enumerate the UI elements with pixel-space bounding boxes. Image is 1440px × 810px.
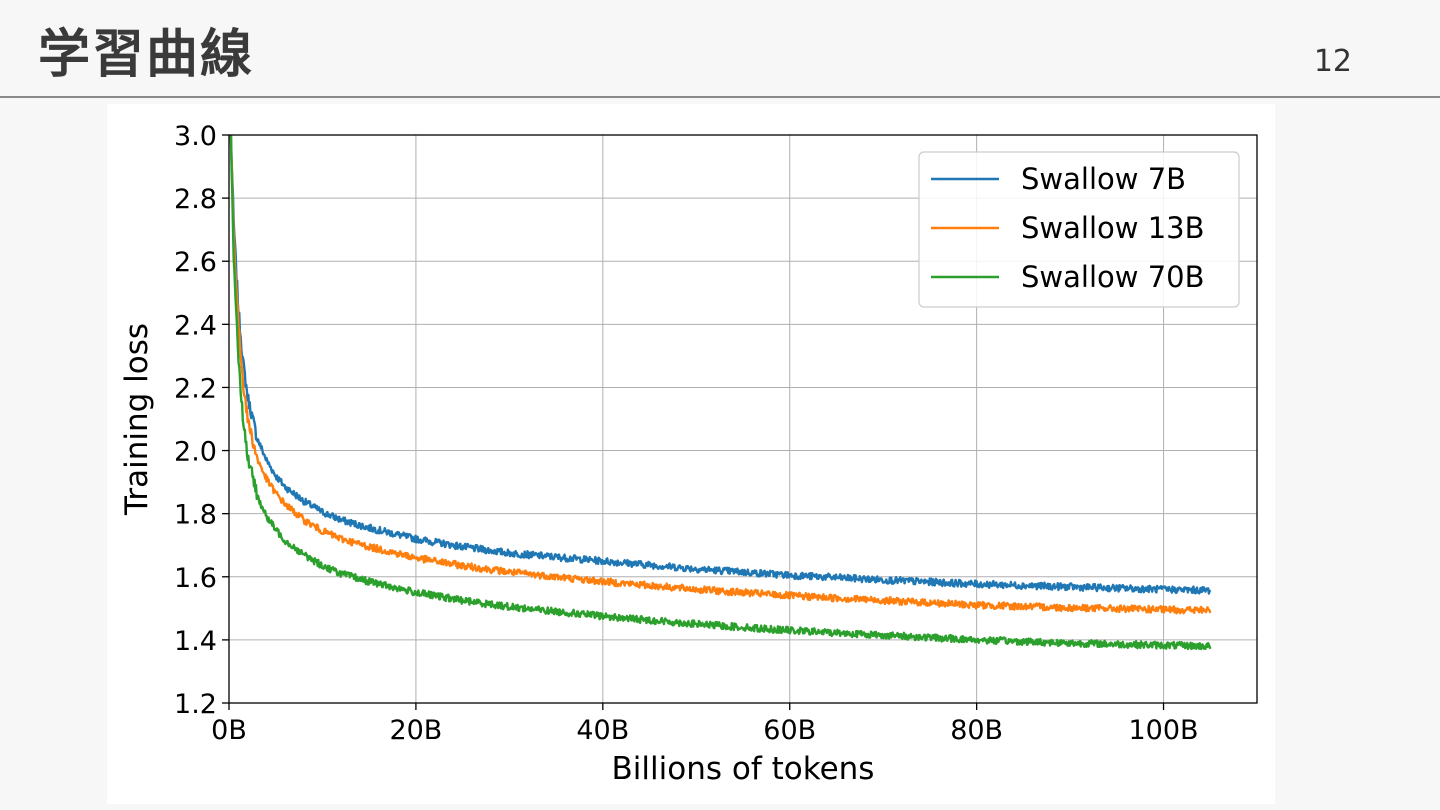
legend-label: Swallow 70B bbox=[1021, 260, 1205, 294]
plot-frame bbox=[228, 134, 1258, 704]
series-line-swallow-70b bbox=[229, 135, 1212, 651]
x-tick-label: 0B bbox=[211, 715, 247, 746]
series-line-swallow-7b bbox=[229, 135, 1212, 595]
chart-panel: 0B 20B 40B 60B 80B 100B 1.2 1.4 1.6 1.8 2.0 2.2 2.4 2… bbox=[107, 104, 1275, 804]
y-tick-label: 1.8 bbox=[174, 500, 217, 531]
series-lines bbox=[229, 135, 1212, 651]
x-tick-label: 100B bbox=[1129, 715, 1199, 746]
y-tick-label: 2.8 bbox=[174, 184, 217, 215]
x-tick-label: 80B bbox=[950, 715, 1003, 746]
slide-header: 学習曲線 12 bbox=[0, 0, 1440, 98]
y-tick-label: 1.4 bbox=[174, 626, 217, 657]
chart-legend: Swallow 7B Swallow 13B Swallow 70B bbox=[918, 151, 1240, 308]
x-axis-label: Billions of tokens bbox=[612, 751, 875, 787]
y-tick-label: 2.0 bbox=[174, 437, 217, 468]
training-loss-chart: 0B 20B 40B 60B 80B 100B 1.2 1.4 1.6 1.8 2.0 2.2 2.4 2… bbox=[119, 121, 1258, 787]
y-tick-label: 1.2 bbox=[174, 689, 217, 720]
y-tick-label: 2.4 bbox=[174, 310, 217, 341]
y-tick-label: 3.0 bbox=[174, 121, 217, 152]
x-tick-label: 40B bbox=[576, 715, 629, 746]
x-tick-label: 60B bbox=[763, 715, 816, 746]
y-tick-label: 2.6 bbox=[174, 247, 217, 278]
legend-box bbox=[918, 151, 1240, 308]
legend-label: Swallow 13B bbox=[1021, 211, 1205, 245]
y-axis-label: Training loss bbox=[119, 323, 155, 516]
slide-title: 学習曲線 bbox=[38, 25, 255, 85]
x-tick-label: 20B bbox=[389, 715, 442, 746]
page-number: 12 bbox=[1313, 44, 1352, 79]
legend-items: Swallow 7B Swallow 13B Swallow 70B bbox=[931, 162, 1205, 294]
y-tick-label: 1.6 bbox=[174, 563, 217, 594]
series-line-swallow-13b bbox=[229, 135, 1212, 615]
axis-ticks: 0B 20B 40B 60B 80B 100B 1.2 1.4 1.6 1.8 2.0 2.2 2.4 2… bbox=[174, 121, 1199, 746]
legend-label: Swallow 7B bbox=[1021, 162, 1186, 196]
y-tick-label: 2.2 bbox=[174, 373, 217, 404]
